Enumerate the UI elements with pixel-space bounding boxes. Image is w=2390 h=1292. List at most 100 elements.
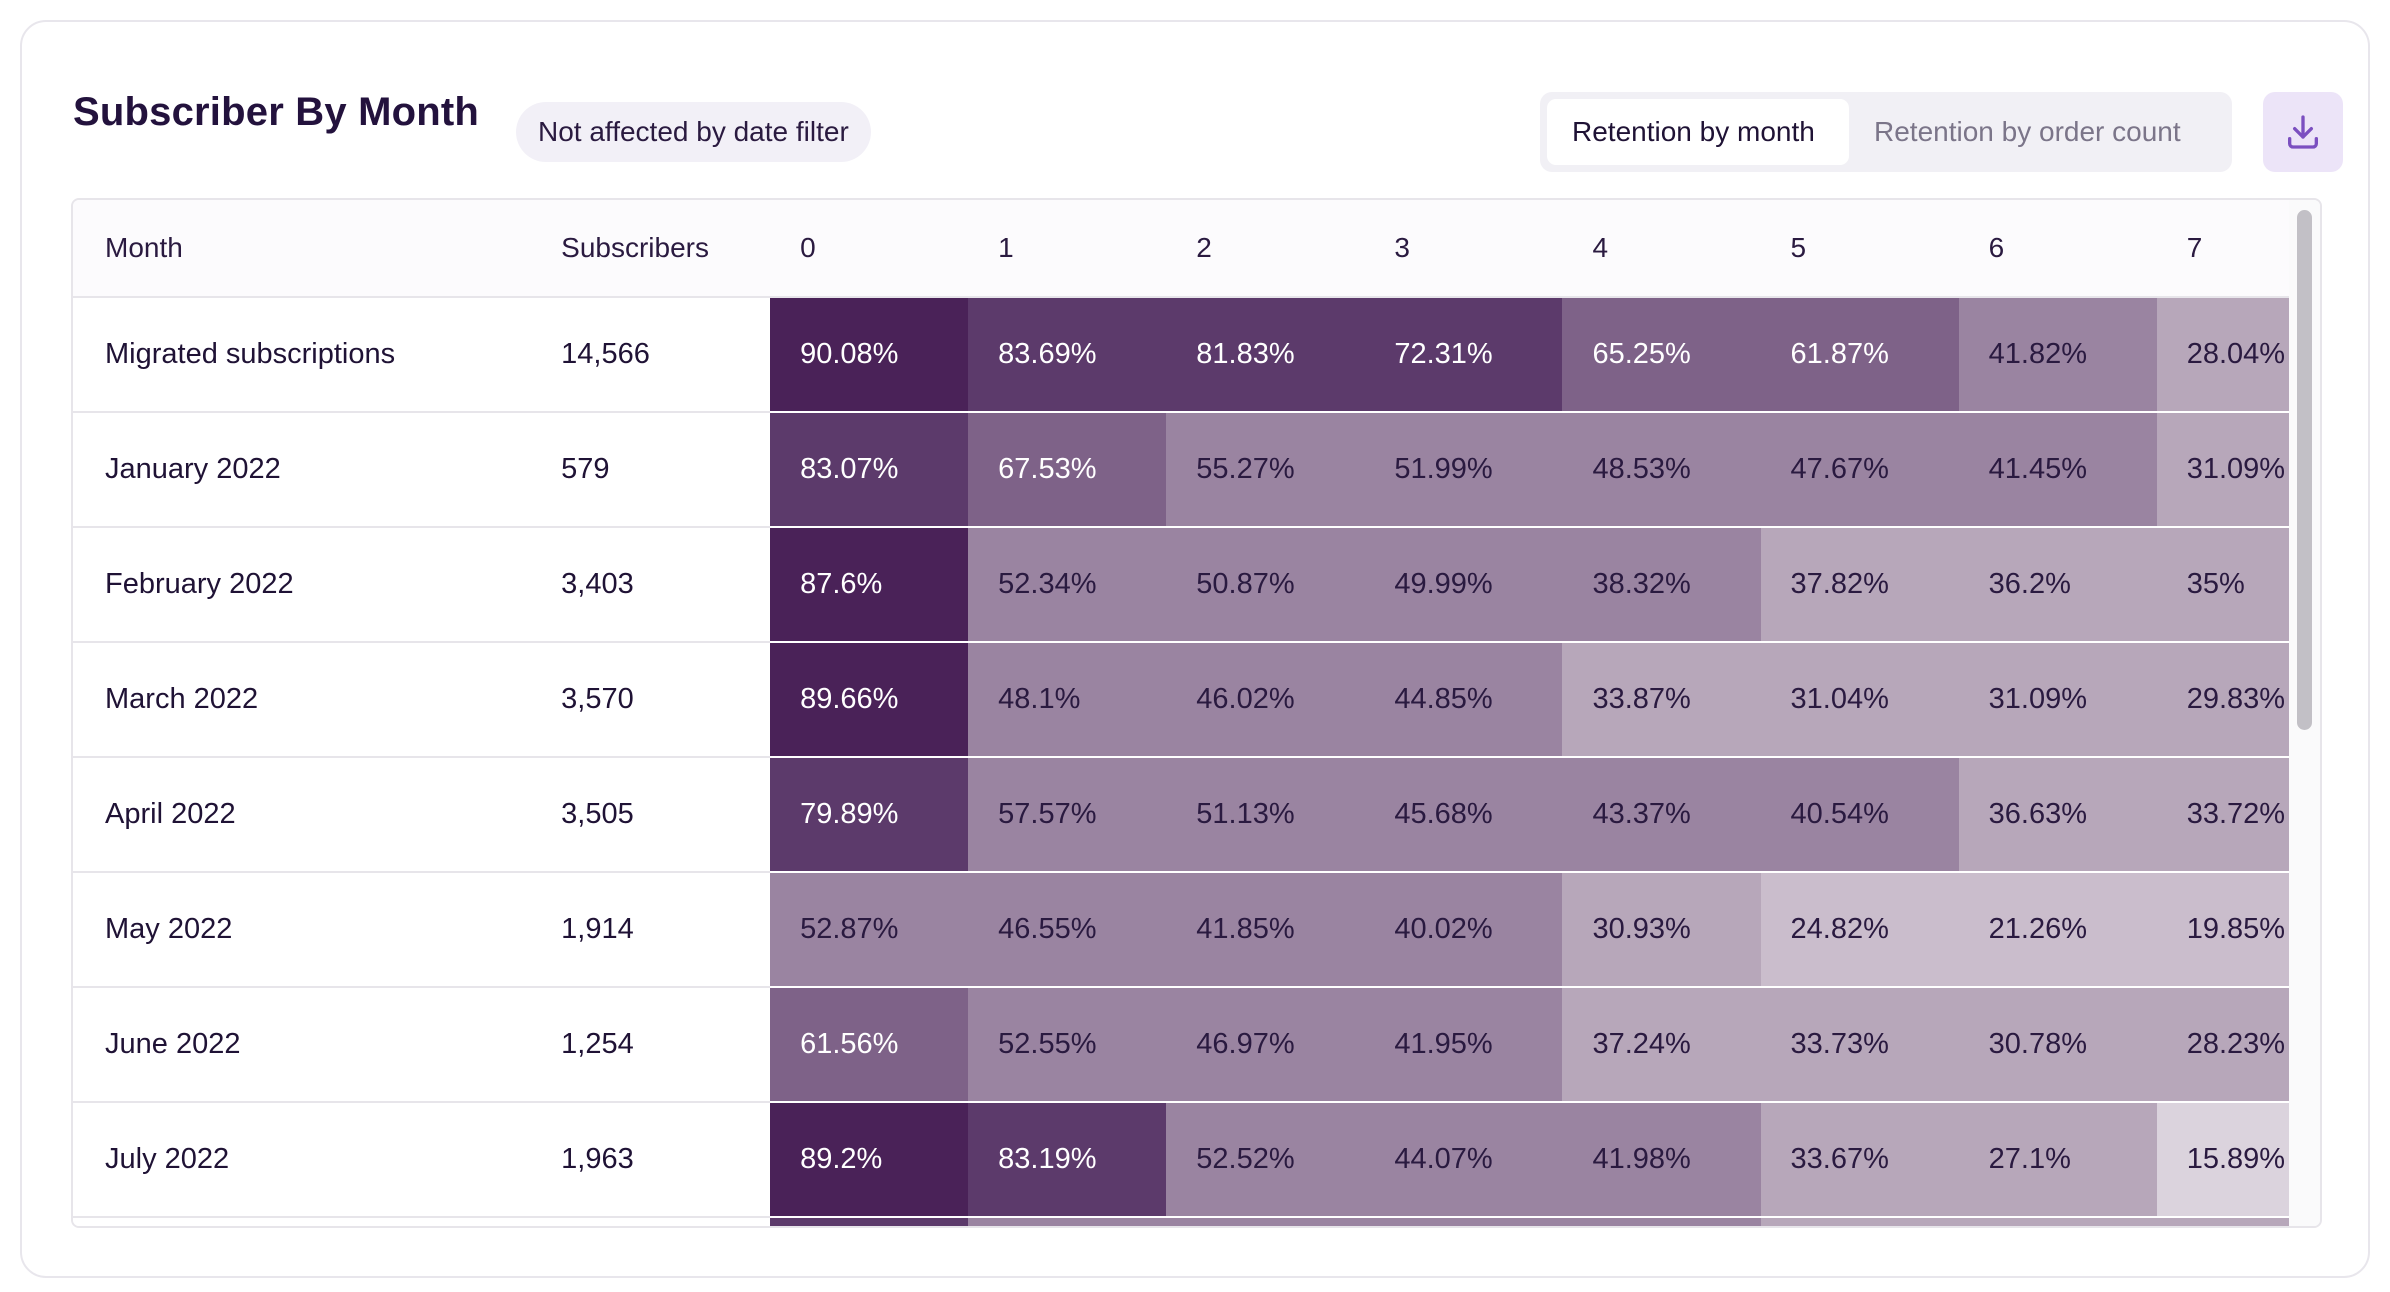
row-month-label: May 2022	[73, 872, 530, 988]
retention-cell: 50.87%	[1166, 527, 1365, 643]
retention-cell: 65.25%	[1562, 297, 1761, 413]
toggle-retention-by-month[interactable]: Retention by month	[1547, 99, 1849, 165]
retention-cell: 41.85%	[1166, 872, 1365, 988]
table-row[interactable]: Migrated subscriptions 14,566 90.08% 83.69%…	[73, 297, 2293, 413]
retention-table-container: Month Subscribers 0 1 2 3 4 5 6 7 8 Migr…	[71, 198, 2322, 1228]
retention-cell: 36.63%	[1958, 757, 2157, 873]
column-header-period: 5	[1760, 200, 1959, 298]
retention-cell: 33.73%	[1760, 987, 1959, 1103]
retention-cell: 15.89%	[2156, 1102, 2293, 1218]
table-row[interactable]: June 2022 1,254 61.56% 52.55% 46.97% 41.95% 37…	[73, 987, 2293, 1103]
retention-cell: 83.19%	[968, 1102, 1167, 1218]
row-subscriber-count: 14,566	[529, 297, 771, 413]
table-row[interactable]: February 2022 3,403 87.6% 52.34% 50.87% 49.99…	[73, 527, 2293, 643]
retention-cell: 41.45%	[1958, 412, 2157, 528]
row-month-label: March 2022	[73, 642, 530, 758]
retention-cell	[770, 1217, 969, 1226]
date-filter-badge: Not affected by date filter	[516, 102, 871, 162]
table-row[interactable]: July 2022 1,963 89.2% 83.19% 52.52% 44.07% 41.…	[73, 1102, 2293, 1218]
retention-table-viewport: Month Subscribers 0 1 2 3 4 5 6 7 8 Migr…	[73, 200, 2293, 1226]
retention-cell: 38.32%	[1562, 527, 1761, 643]
row-subscriber-count: 3,570	[529, 642, 771, 758]
retention-cell: 67.53%	[968, 412, 1167, 528]
retention-cell	[1760, 1217, 1959, 1226]
retention-cell: 41.95%	[1364, 987, 1563, 1103]
retention-toggle: Retention by month Retention by order co…	[1540, 92, 2232, 172]
column-header-period: 1	[968, 200, 1167, 298]
retention-cell: 52.55%	[968, 987, 1167, 1103]
row-subscriber-count: 1,914	[529, 872, 771, 988]
retention-cell: 33.72%	[2156, 757, 2293, 873]
retention-cell: 51.99%	[1364, 412, 1563, 528]
table-row-partial[interactable]	[73, 1217, 2293, 1226]
retention-cell: 40.02%	[1364, 872, 1563, 988]
retention-cell: 31.09%	[2156, 412, 2293, 528]
retention-cell: 31.04%	[1760, 642, 1959, 758]
retention-cell: 55.27%	[1166, 412, 1365, 528]
retention-cell: 52.34%	[968, 527, 1167, 643]
row-subscriber-count: 1,254	[529, 987, 771, 1103]
retention-cell	[1562, 1217, 1761, 1226]
download-icon	[2288, 115, 2318, 149]
column-header-period: 3	[1364, 200, 1563, 298]
toggle-retention-by-order-count[interactable]: Retention by order count	[1874, 116, 2181, 147]
retention-cell: 57.57%	[968, 757, 1167, 873]
retention-cell: 87.6%	[770, 527, 969, 643]
retention-cell: 90.08%	[770, 297, 969, 413]
retention-cell: 52.52%	[1166, 1102, 1365, 1218]
retention-cell: 19.85%	[2156, 872, 2293, 988]
retention-cell: 48.53%	[1562, 412, 1761, 528]
retention-cell: 41.82%	[1958, 297, 2157, 413]
retention-cell	[1166, 1217, 1365, 1226]
column-header-month: Month	[73, 200, 530, 298]
retention-cell: 89.66%	[770, 642, 969, 758]
row-subscriber-count: 3,505	[529, 757, 771, 873]
retention-cell: 41.98%	[1562, 1102, 1761, 1218]
retention-cell	[968, 1217, 1167, 1226]
retention-cell: 47.67%	[1760, 412, 1959, 528]
table-row[interactable]: May 2022 1,914 52.87% 46.55% 41.85% 40.02% 30.…	[73, 872, 2293, 988]
retention-cell: 61.56%	[770, 987, 969, 1103]
table-row[interactable]: April 2022 3,505 79.89% 57.57% 51.13% 45.68% 4…	[73, 757, 2293, 873]
table-row[interactable]: March 2022 3,570 89.66% 48.1% 46.02% 44.85% 33…	[73, 642, 2293, 758]
row-month-label: Migrated subscriptions	[73, 297, 530, 413]
column-header-period: 6	[1958, 200, 2157, 298]
retention-cell: 37.82%	[1760, 527, 1959, 643]
row-month-label: April 2022	[73, 757, 530, 873]
card-title: Subscriber By Month	[73, 90, 480, 134]
table-row[interactable]: January 2022 579 83.07% 67.53% 55.27% 51.99% 4…	[73, 412, 2293, 528]
row-subscriber-count: 3,403	[529, 527, 771, 643]
retention-table: Month Subscribers 0 1 2 3 4 5 6 7 8 Migr…	[73, 200, 2293, 1226]
retention-cell: 35%	[2156, 527, 2293, 643]
retention-cell: 79.89%	[770, 757, 969, 873]
row-subscriber-count	[529, 1217, 771, 1226]
retention-cell	[2156, 1217, 2293, 1226]
retention-cell: 46.97%	[1166, 987, 1365, 1103]
row-month-label: January 2022	[73, 412, 530, 528]
retention-cell: 28.23%	[2156, 987, 2293, 1103]
retention-cell: 46.02%	[1166, 642, 1365, 758]
retention-cell: 45.68%	[1364, 757, 1563, 873]
retention-cell: 49.99%	[1364, 527, 1563, 643]
retention-cell: 28.04%	[2156, 297, 2293, 413]
row-subscriber-count: 579	[529, 412, 771, 528]
download-button[interactable]	[2263, 92, 2343, 172]
column-header-subscribers: Subscribers	[529, 200, 771, 298]
retention-cell: 24.82%	[1760, 872, 1959, 988]
retention-cell: 29.83%	[2156, 642, 2293, 758]
retention-cell: 27.1%	[1958, 1102, 2157, 1218]
retention-cell: 83.07%	[770, 412, 969, 528]
scrollbar-thumb[interactable]	[2297, 210, 2312, 730]
retention-cell: 33.67%	[1760, 1102, 1959, 1218]
table-header-row: Month Subscribers 0 1 2 3 4 5 6 7 8	[73, 200, 2293, 298]
retention-cell: 72.31%	[1364, 297, 1563, 413]
row-month-label	[73, 1217, 530, 1226]
retention-cell: 61.87%	[1760, 297, 1959, 413]
retention-cell: 30.93%	[1562, 872, 1761, 988]
retention-cell: 89.2%	[770, 1102, 969, 1218]
retention-cell	[1364, 1217, 1563, 1226]
row-subscriber-count: 1,963	[529, 1102, 771, 1218]
retention-cell: 51.13%	[1166, 757, 1365, 873]
vertical-scrollbar[interactable]	[2289, 200, 2320, 1226]
row-month-label: July 2022	[73, 1102, 530, 1218]
